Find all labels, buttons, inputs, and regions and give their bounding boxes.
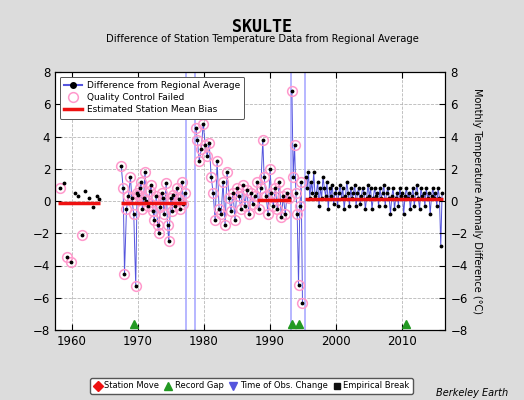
Legend: Station Move, Record Gap, Time of Obs. Change, Empirical Break: Station Move, Record Gap, Time of Obs. C… xyxy=(90,378,413,394)
Text: Difference of Station Temperature Data from Regional Average: Difference of Station Temperature Data f… xyxy=(105,34,419,44)
Text: Berkeley Earth: Berkeley Earth xyxy=(436,388,508,398)
Legend: Difference from Regional Average, Quality Control Failed, Estimated Station Mean: Difference from Regional Average, Qualit… xyxy=(60,76,244,119)
Text: SKULTE: SKULTE xyxy=(232,18,292,36)
Y-axis label: Monthly Temperature Anomaly Difference (°C): Monthly Temperature Anomaly Difference (… xyxy=(472,88,482,314)
